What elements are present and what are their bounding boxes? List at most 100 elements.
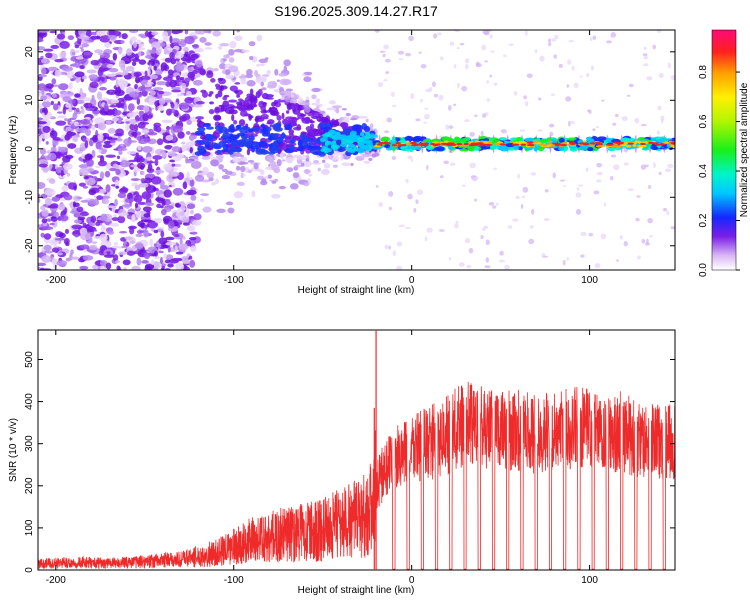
spectrogram-blob (398, 224, 405, 228)
spectrogram-blob (40, 267, 45, 270)
spectrogram-blob (369, 123, 374, 130)
spectrogram-blob (184, 30, 189, 35)
spectrogram-blob (58, 146, 69, 153)
spectrogram-blob (279, 78, 290, 86)
spectrogram-blob (299, 134, 307, 139)
spectrogram-blob (392, 104, 397, 108)
spectrogram-blob (340, 154, 344, 161)
spectrogram-blob (216, 208, 226, 214)
spectrogram-blob (160, 230, 165, 238)
colorbar: 0.0 0.2 0.4 0.6 0.8 Normalized spectral ampl… (698, 29, 750, 277)
spectrogram-blob (159, 42, 166, 47)
spectrogram-blob (593, 190, 600, 195)
spectrogram-blob (159, 184, 170, 190)
spectrogram-blob (534, 49, 538, 54)
spectrogram-blob (525, 100, 529, 107)
spectrogram-x-axis-label: Height of straight line (km) (298, 285, 415, 296)
spectrogram-blob (130, 178, 141, 181)
spectrogram-blob (236, 124, 242, 130)
spectrogram-blob (332, 105, 342, 109)
spectrogram-blob (549, 131, 554, 137)
spectrogram-blob (209, 101, 214, 105)
spectrogram-blob (240, 161, 249, 165)
spectrogram-blob (49, 222, 55, 226)
spectrogram-blob (190, 73, 195, 82)
spectrogram-blob (38, 266, 41, 270)
spectrogram-blob (215, 178, 219, 185)
spectrogram-blob (169, 159, 176, 163)
spectrogram-blob (251, 190, 256, 198)
spectrogram-blob (485, 145, 491, 150)
spectrogram-blob (267, 174, 273, 179)
spectrogram-x-tick-label: -200 (46, 275, 66, 286)
spectrogram-blob (323, 126, 329, 134)
spectrogram-y-tick-label: -10 (24, 190, 35, 205)
spectrogram-blob (435, 146, 445, 152)
spectrogram-y-axis-label: Frequency (Hz) (8, 116, 19, 185)
spectrogram-blob (248, 115, 252, 121)
spectrogram-blob (48, 164, 53, 169)
spectrogram-blob (182, 113, 191, 121)
spectrogram-blob (134, 202, 139, 209)
spectrogram-blob (304, 105, 311, 113)
spectrogram-blob (133, 71, 142, 77)
spectrogram-blob (302, 160, 312, 168)
spectrogram-blob (428, 87, 433, 92)
spectrogram-blob (474, 114, 478, 117)
spectrogram-blob (278, 72, 287, 77)
spectrogram-blob (233, 90, 240, 94)
spectrogram-blob (609, 176, 614, 181)
spectrogram-blob (94, 229, 98, 232)
spectrogram-blob (175, 262, 185, 270)
spectrogram-blob (38, 121, 47, 125)
spectrogram-blob (457, 82, 460, 89)
spectrogram-blob (83, 51, 94, 56)
spectrogram-blob (309, 131, 319, 137)
spectrogram-blob (576, 187, 580, 191)
spectrogram-blob (146, 156, 152, 161)
spectrogram-blob (240, 77, 247, 85)
spectrogram-blob (107, 230, 114, 235)
spectrogram-blob (621, 116, 628, 122)
spectrogram-blob (84, 153, 92, 161)
spectrogram-blob (41, 218, 48, 224)
spectrogram-blob (493, 82, 498, 86)
spectrogram-blob (260, 109, 268, 114)
spectrogram-blob (108, 30, 116, 37)
spectrogram-blob (261, 92, 269, 100)
spectrogram-blob (101, 74, 107, 78)
spectrogram-blob (140, 165, 144, 170)
spectrogram-blob (550, 144, 556, 147)
spectrogram-blob (285, 116, 295, 120)
spectrogram-blob (138, 33, 145, 37)
spectrogram-blob (117, 78, 127, 86)
spectrogram-blob (283, 59, 291, 67)
spectrogram-blob (206, 71, 214, 79)
spectrogram-blob (339, 134, 347, 139)
spectrogram-blob (530, 172, 537, 176)
spectrogram-blob (175, 203, 181, 208)
spectrogram-blob (255, 116, 259, 124)
spectrogram-blob (592, 35, 597, 40)
spectrogram-blob (605, 143, 614, 146)
spectrogram-blob (84, 176, 90, 180)
spectrogram-blob (660, 115, 665, 121)
spectrogram-blob (276, 159, 282, 167)
spectrogram-blob (134, 124, 139, 132)
spectrogram-blob (311, 102, 317, 106)
spectrogram-blob (587, 147, 594, 152)
spectrogram-blob (79, 46, 84, 50)
spectrogram-blob (115, 169, 121, 176)
spectrogram-blob (281, 112, 285, 120)
spectrogram-blob (455, 220, 459, 224)
spectrogram-blob (377, 143, 383, 146)
spectrogram-blob (78, 182, 86, 187)
spectrogram-blob (575, 192, 582, 198)
spectrogram-blob (627, 142, 634, 145)
spectrogram-blob (75, 107, 80, 113)
spectrogram-blob (186, 225, 196, 232)
spectrogram-blob (363, 160, 371, 164)
spectrogram-blob (311, 162, 321, 165)
spectrogram-blob (273, 126, 283, 132)
spectrogram-blob (269, 124, 274, 128)
